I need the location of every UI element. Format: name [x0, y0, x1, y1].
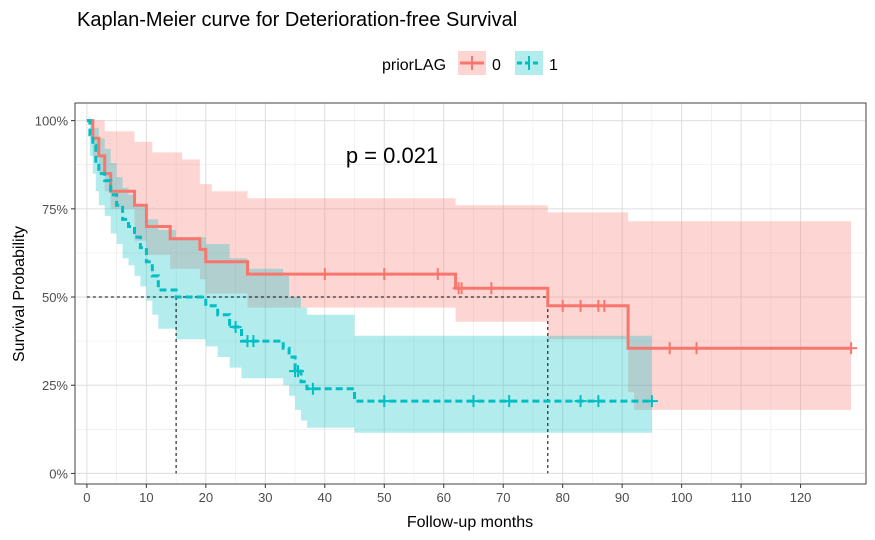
- x-tick-label: 30: [258, 490, 272, 505]
- median-lines: [86, 296, 549, 474]
- x-axis-title: Follow-up months: [407, 514, 533, 531]
- x-tick-label: 40: [318, 490, 332, 505]
- x-tick-label: 0: [83, 490, 90, 505]
- survival-curve-0: [86, 119, 852, 350]
- plot-border: [74, 102, 867, 485]
- x-tick-label: 80: [555, 490, 569, 505]
- p-value-label: p = 0.021: [346, 143, 438, 168]
- censor-marks: [229, 268, 858, 408]
- x-tick-label: 20: [199, 490, 213, 505]
- legend-title: priorLAG: [382, 57, 446, 74]
- censor-mark: [431, 268, 444, 281]
- x-tick-label: 120: [790, 490, 812, 505]
- plot-panel: [74, 102, 867, 485]
- x-tick-label: 100: [671, 490, 693, 505]
- censor-mark: [574, 395, 587, 408]
- survival-curves: [86, 119, 852, 403]
- censor-mark: [485, 282, 498, 295]
- grid-minor: [75, 103, 866, 484]
- chart-title: Kaplan-Meier curve for Deterioration-fre…: [77, 9, 517, 31]
- y-axis: 0% 25% 50% 75% 100%: [35, 114, 75, 481]
- survival-curve-1: [86, 119, 652, 403]
- legend-label-1: 1: [549, 57, 558, 74]
- y-tick-label: 100%: [35, 114, 69, 129]
- y-tick-label: 0%: [49, 466, 68, 481]
- legend: priorLAG 0 1: [382, 51, 558, 75]
- censor-mark: [455, 282, 468, 295]
- y-tick-label: 50%: [42, 290, 68, 305]
- x-tick-label: 10: [139, 490, 153, 505]
- x-tick-label: 50: [377, 490, 391, 505]
- ci-band-0: [86, 120, 852, 410]
- censor-mark: [306, 382, 319, 395]
- grid-major: [75, 103, 866, 484]
- censor-mark: [598, 299, 611, 312]
- plot-area: p = 0.021: [74, 102, 867, 485]
- censor-mark: [467, 395, 480, 408]
- y-tick-label: 25%: [42, 378, 68, 393]
- x-tick-label: 60: [437, 490, 451, 505]
- ci-band-1: [86, 120, 652, 433]
- legend-label-0: 0: [492, 57, 501, 74]
- censor-mark: [845, 342, 858, 355]
- censor-mark: [378, 395, 391, 408]
- x-tick-label: 110: [731, 490, 752, 505]
- censor-mark: [574, 299, 587, 312]
- censor-mark: [556, 299, 569, 312]
- censor-mark: [318, 268, 331, 281]
- censor-mark: [592, 395, 605, 408]
- confidence-bands: [86, 120, 852, 433]
- censor-mark: [663, 342, 676, 355]
- censor-mark: [229, 321, 242, 334]
- x-tick-label: 70: [496, 490, 510, 505]
- x-axis: 0 10 20 30 40 50 60 70 80 90 100 110 120: [83, 484, 811, 505]
- y-axis-title: Survival Probability: [11, 226, 28, 362]
- censor-mark: [247, 335, 260, 348]
- censor-mark: [292, 365, 305, 378]
- censor-mark: [690, 342, 703, 355]
- censor-mark: [503, 395, 516, 408]
- x-tick-label: 90: [615, 490, 629, 505]
- y-tick-label: 75%: [42, 202, 68, 217]
- censor-mark: [645, 395, 658, 408]
- censor-mark: [378, 268, 391, 281]
